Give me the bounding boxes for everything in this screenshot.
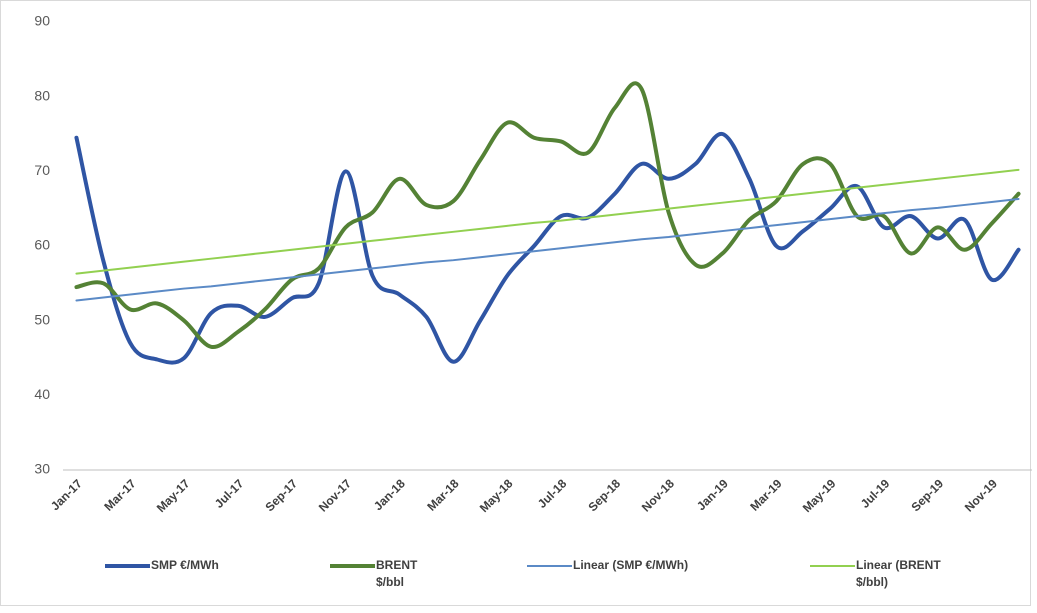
y-tick-label: 40 <box>34 386 50 402</box>
y-tick-label: 50 <box>34 311 50 327</box>
y-tick-label: 90 <box>34 13 50 29</box>
legend-label-box: Linear (BRENT $/bbl) <box>856 558 941 589</box>
legend-label: Linear (BRENT $/bbl) <box>856 558 941 589</box>
legend-label: SMP €/MWh <box>151 558 219 572</box>
legend-label: BRENT $/bbl <box>376 558 418 589</box>
legend-label-box: BRENT $/bbl <box>376 558 418 589</box>
y-tick-label: 30 <box>34 461 50 477</box>
legend-label-box: Linear (SMP €/MWh) <box>573 558 689 572</box>
series-line <box>74 131 1021 365</box>
legend-label: Linear (SMP €/MWh) <box>573 558 689 572</box>
legend-label-box: SMP €/MWh <box>151 558 219 572</box>
y-tick-label: 60 <box>34 237 50 253</box>
y-tick-label: 80 <box>34 87 50 103</box>
y-tick-label: 70 <box>34 162 50 178</box>
series-line <box>75 197 1020 302</box>
series-line <box>75 168 1020 275</box>
